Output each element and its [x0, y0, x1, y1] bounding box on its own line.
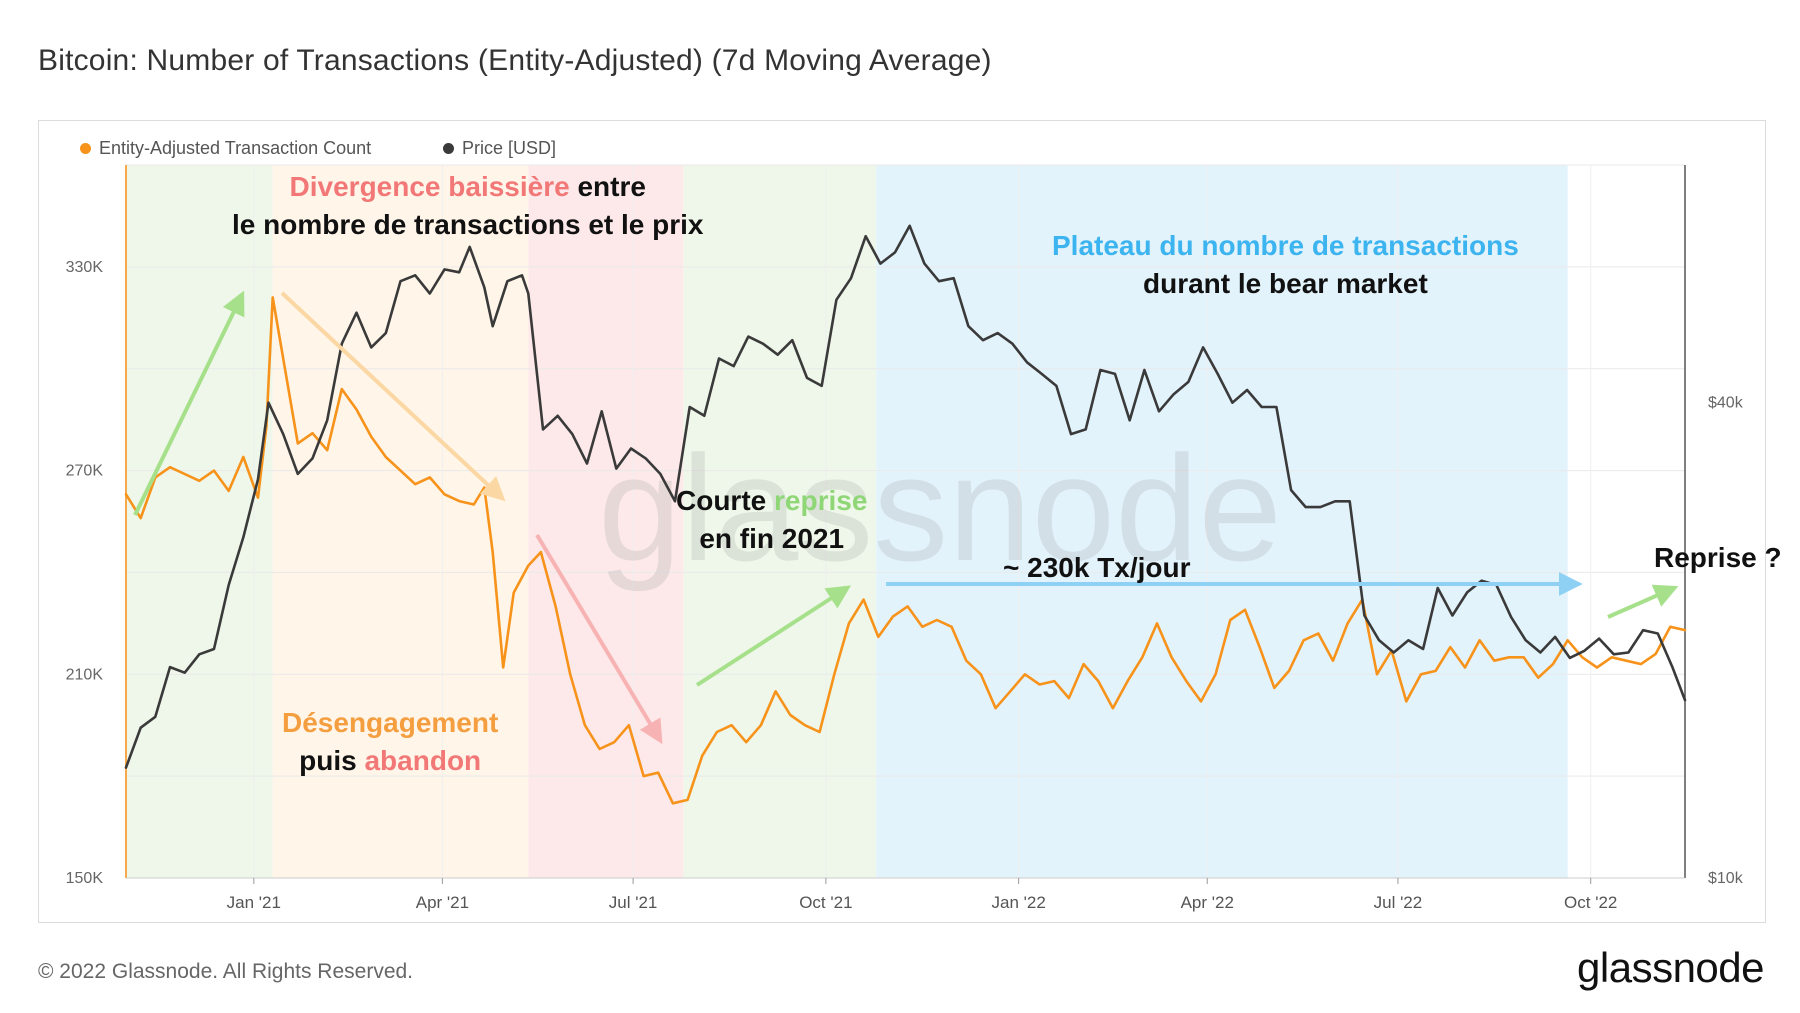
annotation-plateau-line2: durant le bear market [1143, 268, 1428, 299]
annotation-divergence-rest: entre [569, 171, 646, 202]
glassnode-logo: glassnode [1577, 944, 1764, 991]
legend-label-price: Price [USD] [462, 138, 557, 158]
series-line-transactions [124, 296, 1687, 805]
annotation-disengagement: Désengagement puis abandon [282, 704, 498, 780]
chart-frame [38, 120, 1766, 923]
watermark-text: glassnode [598, 424, 1282, 592]
annotation-reprise: Reprise ? [1654, 542, 1782, 573]
legend-label-tx: Entity-Adjusted Transaction Count [99, 138, 372, 158]
annotation-divergence-line2: le nombre de transactions et le prix [232, 209, 704, 240]
footer-copyright: © 2022 Glassnode. All Rights Reserved. [38, 960, 414, 983]
x-tick-label: Jan '21 [227, 893, 281, 912]
y-left-tick-label: 210K [66, 666, 104, 683]
zone-blue-4 [876, 165, 1568, 878]
annotation-divergence-colored: Divergence baissière [289, 171, 570, 202]
annotation-recovery-a: Courte [676, 485, 774, 516]
y-left-tick-label: 330K [66, 259, 104, 276]
legend-dot-price [443, 143, 454, 154]
x-tick-label: Apr '22 [1181, 893, 1234, 912]
annotation-disengagement-abandon: abandon [364, 745, 482, 776]
arrow-divergence [280, 291, 506, 502]
series-line-price [124, 224, 1687, 769]
legend-item-price[interactable]: Price [USD] [443, 138, 556, 159]
y-right-tick-label: $10k [1708, 870, 1744, 887]
x-tick-label: Jul '22 [1374, 893, 1423, 912]
arrow-up-2020 [133, 290, 245, 516]
annotation-disengagement-puis: puis [299, 745, 365, 776]
annotation-recovery-b: reprise [774, 485, 868, 516]
y-left-tick-label: 150K [66, 870, 104, 887]
annotation-recovery: Courte reprise en fin 2021 [676, 482, 867, 558]
y-right-tick-label: $40k [1708, 395, 1744, 412]
x-tick-label: Oct '21 [799, 893, 852, 912]
zone-green-0 [126, 165, 273, 878]
zone-green-3 [683, 165, 877, 878]
x-tick-label: Oct '22 [1564, 893, 1617, 912]
arrow-reprise [1607, 584, 1679, 619]
x-tick-label: Jul '21 [609, 893, 658, 912]
x-tick-label: Jan '22 [992, 893, 1046, 912]
chart-title: Bitcoin: Number of Transactions (Entity-… [38, 44, 992, 77]
annotation-plateau-level: ~ 230k Tx/jour [1003, 552, 1191, 583]
legend-item-tx[interactable]: Entity-Adjusted Transaction Count [80, 138, 371, 159]
annotation-plateau-line1: Plateau du nombre de transactions [1052, 230, 1519, 261]
legend-dot-tx [80, 143, 91, 154]
arrow-recovery [695, 585, 852, 687]
annotation-recovery-line2: en fin 2021 [699, 523, 845, 554]
y-left-tick-label: 270K [66, 463, 104, 480]
annotation-divergence: Divergence baissière entre le nombre de … [232, 168, 703, 244]
x-tick-label: Apr '21 [416, 893, 469, 912]
arrow-abandon [535, 533, 663, 745]
annotation-disengagement-line1: Désengagement [282, 707, 499, 738]
zone-red-2 [528, 165, 684, 878]
annotation-plateau: Plateau du nombre de transactions durant… [1052, 227, 1519, 303]
